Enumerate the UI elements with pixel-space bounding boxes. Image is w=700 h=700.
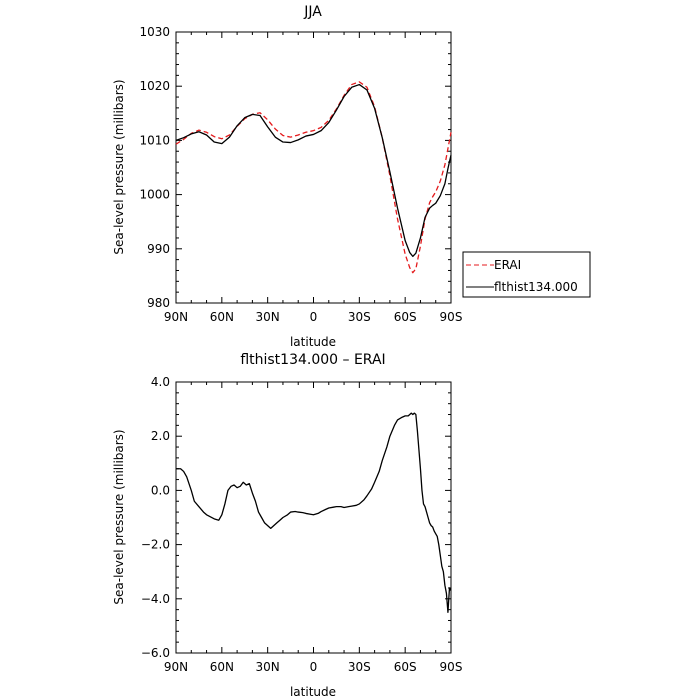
top-plot-frame: [175, 31, 452, 304]
bottom-x-ticks: 90N 60N 30N 0 30S 60S 90S: [164, 382, 463, 674]
top-x-tick-label: 30S: [348, 310, 371, 324]
top-x-tick-label: 30N: [256, 310, 280, 324]
top-y-tick-label: 1010: [139, 133, 170, 147]
top-x-ticks: 90N 60N 30N 0 30S 60S 90S: [164, 32, 463, 324]
bottom-x-axis-label: latitude: [290, 685, 336, 699]
top-y-tick-label: 1020: [139, 79, 170, 93]
top-y-axis-label: Sea-level pressure (millibars): [112, 79, 126, 254]
bottom-y-tick-label: −2.0: [141, 538, 170, 552]
bottom-y-ticks: −6.0 −4.0 −2.0 0.0 2.0 4.0: [141, 375, 451, 660]
bottom-x-tick-label: 60S: [394, 660, 417, 674]
bottom-y-tick-label: −6.0: [141, 646, 170, 660]
bottom-x-tick-label: 30S: [348, 660, 371, 674]
bottom-y-tick-label: −4.0: [141, 592, 170, 606]
top-x-tick-label: 60N: [210, 310, 234, 324]
bottom-x-tick-label: 0: [310, 660, 318, 674]
bottom-x-tick-label: 60N: [210, 660, 234, 674]
top-series-line-erai: [175, 81, 452, 274]
top-series-line-flthist134-000: [175, 83, 452, 258]
top-y-tick-label: 1030: [139, 25, 170, 39]
top-series-layer: [175, 81, 452, 274]
bottom-y-tick-label: 2.0: [151, 429, 170, 443]
top-x-tick-label: 90N: [164, 310, 188, 324]
bottom-series-layer: [176, 412, 452, 613]
bottom-panel: flthist134.000 – ERAI 90N 60N 30N 0 30S 60S 90…: [112, 352, 462, 699]
bottom-x-tick-label: 90N: [164, 660, 188, 674]
bottom-series-line-difference: [176, 412, 452, 613]
top-y-tick-label: 980: [147, 296, 170, 310]
bottom-y-tick-label: 0.0: [151, 483, 170, 497]
legend-box: [462, 251, 591, 298]
top-x-tick-label: 0: [310, 310, 318, 324]
top-x-axis-label: latitude: [290, 335, 336, 349]
legend: ERAI flthist134.000: [462, 251, 591, 298]
top-x-tick-label: 60S: [394, 310, 417, 324]
bottom-x-tick-label: 90S: [440, 660, 463, 674]
top-y-ticks: 980 990 1000 1010 1020 1030: [139, 25, 451, 310]
top-chart-title: JJA: [303, 4, 322, 20]
top-panel: JJA 90N 60N 30N 0 30S 60S 90S 980 990 1000 1010 10…: [112, 4, 591, 349]
legend-label-erai: ERAI: [494, 258, 521, 272]
top-y-tick-label: 1000: [139, 188, 170, 202]
top-x-tick-label: 90S: [440, 310, 463, 324]
bottom-x-tick-label: 30N: [256, 660, 280, 674]
legend-label-flthist: flthist134.000: [494, 280, 578, 294]
bottom-chart-title: flthist134.000 – ERAI: [240, 352, 385, 368]
bottom-plot-frame: [175, 381, 452, 654]
top-y-tick-label: 990: [147, 242, 170, 256]
bottom-y-axis-label: Sea-level pressure (millibars): [112, 429, 126, 604]
bottom-y-tick-label: 4.0: [151, 375, 170, 389]
